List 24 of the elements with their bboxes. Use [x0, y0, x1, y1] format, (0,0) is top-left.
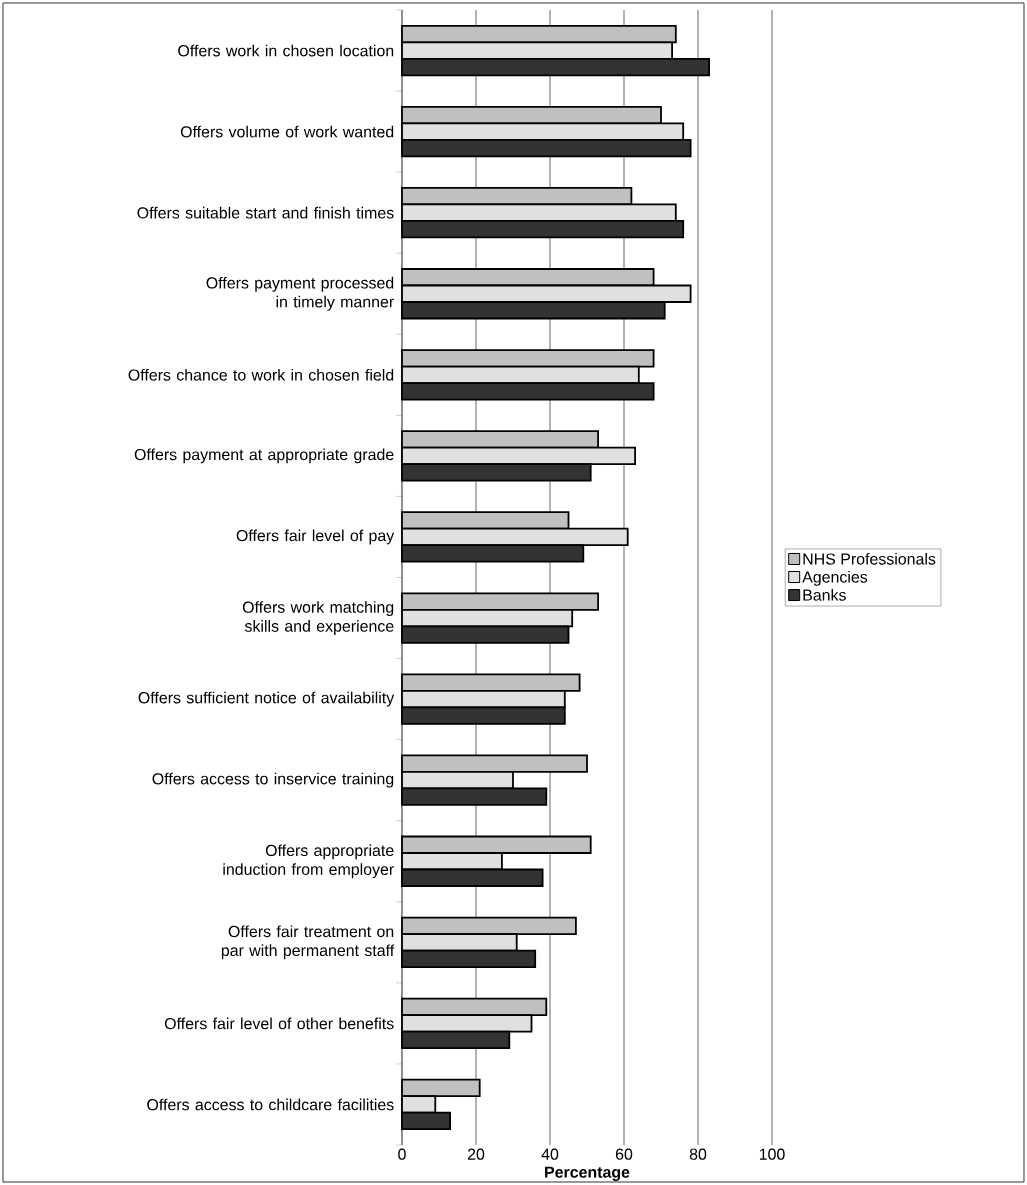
y-tick-label: Offers appropriate induction from employer	[223, 844, 394, 879]
x-tick-label: 0	[398, 1148, 406, 1160]
x-tick-label: 80	[689, 1148, 707, 1160]
y-tick-label: Offers fair level of other benefits	[164, 1017, 394, 1030]
x-axis-title: Percentage	[545, 1166, 630, 1181]
y-tick-label: Offers chance to work in chosen field	[128, 368, 394, 381]
y-tick-label: Offers access to childcare facilities	[147, 1098, 394, 1111]
legend-label: NHS Professionals	[803, 552, 936, 565]
x-tick-label: 40	[541, 1148, 559, 1160]
legend-label: Agencies	[802, 570, 868, 586]
x-tick-label: 100	[759, 1148, 785, 1160]
x-tick-label: 20	[467, 1148, 485, 1160]
y-tick-label: Offers payment at appropriate grade	[134, 448, 394, 464]
y-tick-label: Offers work in chosen location	[178, 44, 394, 57]
y-tick-label: Offers fair treatment on par with permanent staff	[221, 925, 395, 960]
y-tick-label: Offers suitable start and finish times	[137, 206, 394, 219]
y-tick-label: Offers sufficient notice of availability	[138, 691, 395, 707]
x-tick-label: 60	[615, 1148, 633, 1160]
y-tick-label: Offers access to inservice training	[152, 772, 394, 788]
legend-label: Banks	[803, 589, 846, 601]
y-tick-label: Offers work matching skills and experience	[242, 601, 394, 635]
y-tick-label: Offers payment processed in timely manner	[206, 276, 394, 311]
y-tick-label: Offers fair level of pay	[236, 529, 395, 545]
y-tick-label: Offers volume of work wanted	[180, 125, 394, 138]
